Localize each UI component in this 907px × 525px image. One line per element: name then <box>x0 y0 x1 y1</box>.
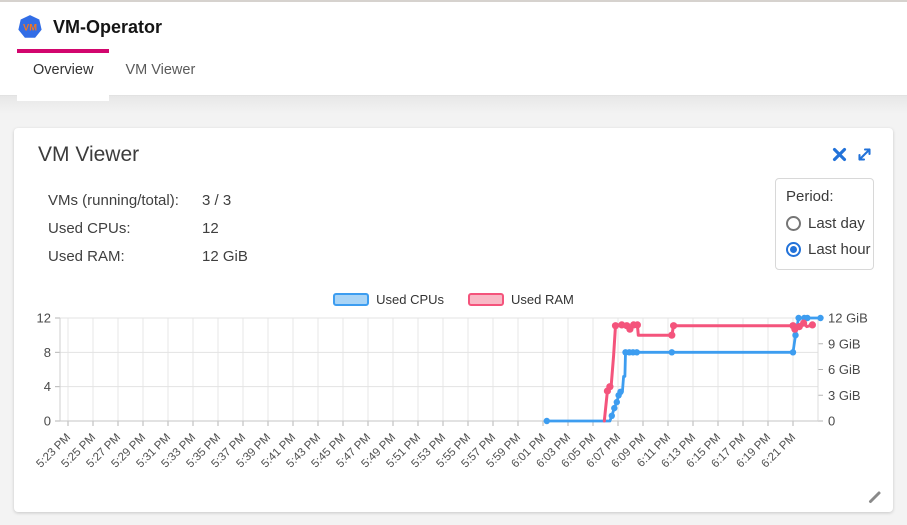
y-right-label: 6 GiB <box>828 362 861 377</box>
series-line-0 <box>545 316 822 423</box>
y-right-label: 9 GiB <box>828 336 861 351</box>
app-title: VM-Operator <box>53 16 163 37</box>
stat-value: 12 <box>202 220 219 237</box>
series-marker <box>817 314 824 322</box>
app-header: VM VM-Operator <box>0 2 907 49</box>
page-body: VM Viewer VMs (running/total): 3 / 3 Use… <box>0 95 907 525</box>
vm-viewer-panel: VM Viewer VMs (running/total): 3 / 3 Use… <box>14 128 893 512</box>
legend-label: Used CPUs <box>376 292 445 307</box>
legend-label: Used RAM <box>511 292 574 307</box>
radio-last-day-label: Last day <box>808 215 865 232</box>
y-right-label: 12 GiB <box>828 311 868 326</box>
stats-list: VMs (running/total): 3 / 3 Used CPUs: 12… <box>48 192 248 276</box>
y-left-label: 12 <box>37 311 51 326</box>
legend-swatch-ram <box>468 293 505 306</box>
series-marker <box>613 398 620 406</box>
stat-label: VMs (running/total): <box>48 192 179 209</box>
series-marker <box>800 319 808 327</box>
series-marker <box>633 349 640 356</box>
radio-last-day[interactable]: Last day <box>786 214 873 233</box>
series-marker <box>808 321 817 329</box>
resize-handle-icon[interactable] <box>867 489 883 505</box>
stat-row-ram: Used RAM: 12 GiB <box>48 248 248 266</box>
radio-circle-icon[interactable] <box>786 216 801 231</box>
y-left-label: 0 <box>44 414 51 429</box>
series-marker <box>611 322 620 330</box>
svg-text:VM: VM <box>23 23 37 33</box>
close-icon[interactable] <box>832 147 847 162</box>
legend-item-used-ram[interactable]: Used RAM <box>468 292 574 307</box>
chart-legend: Used CPUs Used RAM <box>14 292 893 307</box>
series-marker <box>668 331 676 339</box>
series-marker <box>795 314 802 322</box>
stat-value: 12 GiB <box>202 248 248 265</box>
series-marker <box>668 349 675 356</box>
app-logo-icon: VM <box>17 14 43 40</box>
radio-last-hour[interactable]: Last hour <box>786 240 873 259</box>
series-marker <box>804 314 811 322</box>
stat-label: Used CPUs: <box>48 220 131 237</box>
usage-line-chart: 5:23 PM5:25 PM5:27 PM5:29 PM5:31 PM5:33 … <box>34 311 868 471</box>
y-left-label: 8 <box>44 345 51 360</box>
y-right-label: 0 <box>828 414 835 429</box>
series-marker <box>789 349 797 356</box>
legend-item-used-cpus[interactable]: Used CPUs <box>333 292 444 307</box>
panel-title: VM Viewer <box>38 143 140 166</box>
tab-vm-viewer[interactable]: VM Viewer <box>109 49 211 92</box>
radio-last-hour-label: Last hour <box>808 241 871 258</box>
stat-value: 3 / 3 <box>202 192 232 209</box>
series-marker <box>670 322 678 330</box>
series-marker <box>617 388 624 395</box>
y-left-label: 4 <box>44 379 51 394</box>
radio-circle-icon[interactable] <box>786 242 801 257</box>
series-marker <box>606 383 614 391</box>
y-right-label: 3 GiB <box>828 388 861 403</box>
series-marker <box>611 404 618 412</box>
series-marker <box>543 417 550 425</box>
series-marker <box>792 332 799 339</box>
series-marker <box>633 321 642 329</box>
legend-swatch-cpus <box>333 293 370 306</box>
tab-overview[interactable]: Overview <box>17 49 110 101</box>
stat-row-cpus: Used CPUs: 12 <box>48 220 248 238</box>
tab-overview-label: Overview <box>33 62 94 78</box>
panel-actions <box>832 146 873 163</box>
stat-label: Used RAM: <box>48 248 125 265</box>
period-label: Period: <box>786 188 834 205</box>
stat-row-vms: VMs (running/total): 3 / 3 <box>48 192 248 210</box>
series-marker <box>608 412 615 419</box>
tab-bar: Overview VM Viewer <box>0 49 907 101</box>
period-selector: Period: Last day Last hour <box>775 178 874 270</box>
tab-vm-viewer-label: VM Viewer <box>125 62 196 78</box>
series-line-1 <box>602 321 814 423</box>
expand-icon[interactable] <box>856 146 873 163</box>
